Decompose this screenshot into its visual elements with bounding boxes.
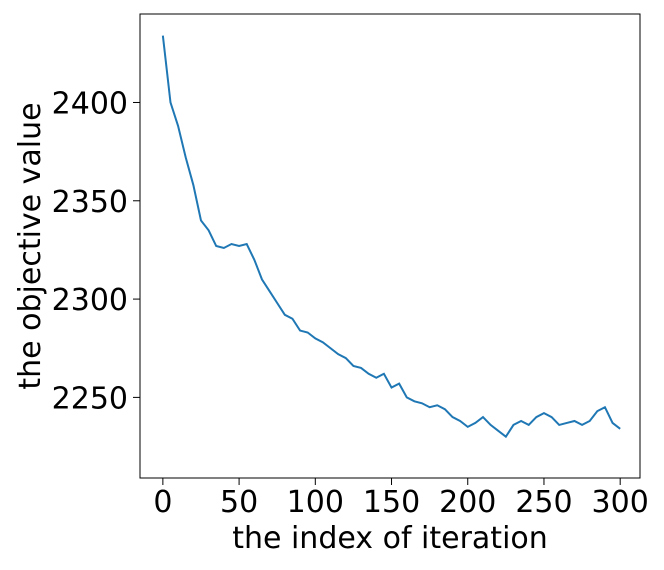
x-tick-label: 100 bbox=[287, 485, 344, 520]
x-tick-label: 150 bbox=[363, 485, 420, 520]
y-tick-label: 2300 bbox=[52, 283, 128, 318]
x-tick-label: 0 bbox=[153, 485, 172, 520]
x-tick-label: 300 bbox=[592, 485, 649, 520]
y-axis-label: the objective value bbox=[13, 102, 48, 389]
x-tick-label: 250 bbox=[515, 485, 572, 520]
plot-frame bbox=[139, 13, 641, 479]
x-axis-label: the index of iteration bbox=[232, 521, 548, 556]
x-tick-label: 50 bbox=[220, 485, 258, 520]
y-tick-label: 2250 bbox=[52, 381, 128, 416]
data-line bbox=[161, 35, 621, 439]
x-tick-label: 200 bbox=[439, 485, 496, 520]
y-tick-label: 2400 bbox=[52, 86, 128, 121]
y-tick-label: 2350 bbox=[52, 185, 128, 220]
